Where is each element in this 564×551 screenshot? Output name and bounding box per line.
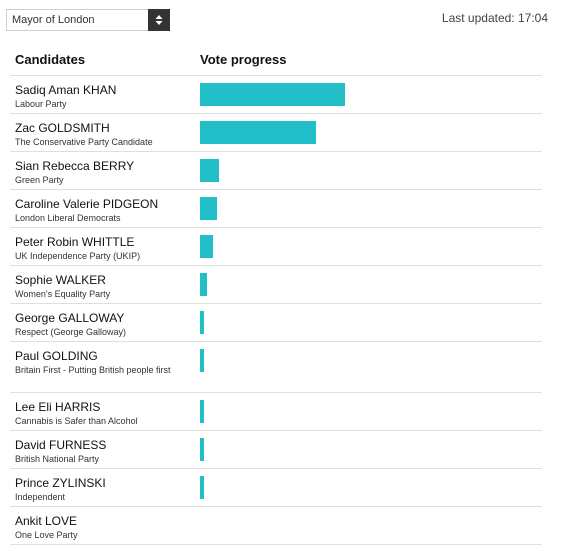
last-updated: Last updated: 17:04 — [441, 11, 548, 25]
vote-progress-bar — [200, 438, 204, 461]
candidate-party: Britain First - Putting British people f… — [15, 365, 171, 375]
candidate-name: George GALLOWAY — [15, 311, 125, 325]
candidate-party: Labour Party — [15, 99, 67, 109]
election-select-value: Mayor of London — [12, 14, 95, 26]
candidates-header: Candidates — [15, 52, 86, 67]
candidate-name: Prince ZYLINSKI — [15, 476, 106, 490]
table-row: Zac GOLDSMITH The Conservative Party Can… — [10, 114, 542, 152]
table-row: David FURNESS British National Party — [10, 431, 542, 469]
table-row: Prince ZYLINSKI Independent — [10, 469, 542, 507]
vote-progress-bar — [200, 121, 316, 144]
table-row: Sophie WALKER Women's Equality Party — [10, 266, 542, 304]
vote-progress-bar — [200, 349, 204, 372]
table-row: Sian Rebecca BERRY Green Party — [10, 152, 542, 190]
vote-progress-bar — [200, 311, 204, 334]
candidate-party: London Liberal Democrats — [15, 213, 121, 223]
candidate-party: UK Independence Party (UKIP) — [15, 251, 141, 261]
candidate-name: Paul GOLDING — [15, 349, 98, 363]
candidate-name: Sadiq Aman KHAN — [15, 83, 117, 97]
election-select[interactable]: Mayor of London — [6, 9, 170, 31]
table-row: Sadiq Aman KHAN Labour Party — [10, 76, 542, 114]
candidate-party: Green Party — [15, 175, 64, 185]
candidate-name: Sian Rebecca BERRY — [15, 159, 135, 173]
candidate-name: Sophie WALKER — [15, 273, 106, 287]
candidate-name: Caroline Valerie PIDGEON — [15, 197, 159, 211]
table-row: Paul GOLDING Britain First - Putting Bri… — [10, 342, 542, 393]
candidate-name: Peter Robin WHITTLE — [15, 235, 135, 249]
candidate-party: British National Party — [15, 454, 100, 464]
candidate-party: Cannabis is Safer than Alcohol — [15, 416, 138, 426]
candidate-party: Women's Equality Party — [15, 289, 111, 299]
up-down-arrows-icon[interactable] — [148, 9, 170, 31]
table-row: Lee Eli HARRIS Cannabis is Safer than Al… — [10, 393, 542, 431]
candidate-name: Ankit LOVE — [15, 514, 78, 528]
vote-progress-bar — [200, 159, 219, 182]
vote-progress-bar — [200, 197, 217, 220]
vote-progress-bar — [200, 400, 204, 423]
vote-progress-bar — [200, 235, 213, 258]
table-header: Candidates Vote progress — [10, 44, 542, 76]
results-table: Candidates Vote progress Sadiq Aman KHAN… — [10, 44, 542, 545]
candidate-name: Zac GOLDSMITH — [15, 121, 110, 135]
table-row: Caroline Valerie PIDGEON London Liberal … — [10, 190, 542, 228]
vote-progress-bar — [200, 83, 345, 106]
vote-progress-header: Vote progress — [200, 52, 287, 67]
candidate-name: David FURNESS — [15, 438, 107, 452]
vote-progress-bar — [200, 273, 207, 296]
table-row: Peter Robin WHITTLE UK Independence Part… — [10, 228, 542, 266]
table-row: George GALLOWAY Respect (George Galloway… — [10, 304, 542, 342]
candidate-party: One Love Party — [15, 530, 78, 540]
top-bar: Mayor of London Last updated: 17:04 — [6, 9, 556, 33]
candidate-name: Lee Eli HARRIS — [15, 400, 101, 414]
vote-progress-bar — [200, 476, 204, 499]
candidate-party: The Conservative Party Candidate — [15, 137, 153, 147]
table-row: Ankit LOVE One Love Party — [10, 507, 542, 545]
candidate-party: Respect (George Galloway) — [15, 327, 127, 337]
candidate-party: Independent — [15, 492, 66, 502]
